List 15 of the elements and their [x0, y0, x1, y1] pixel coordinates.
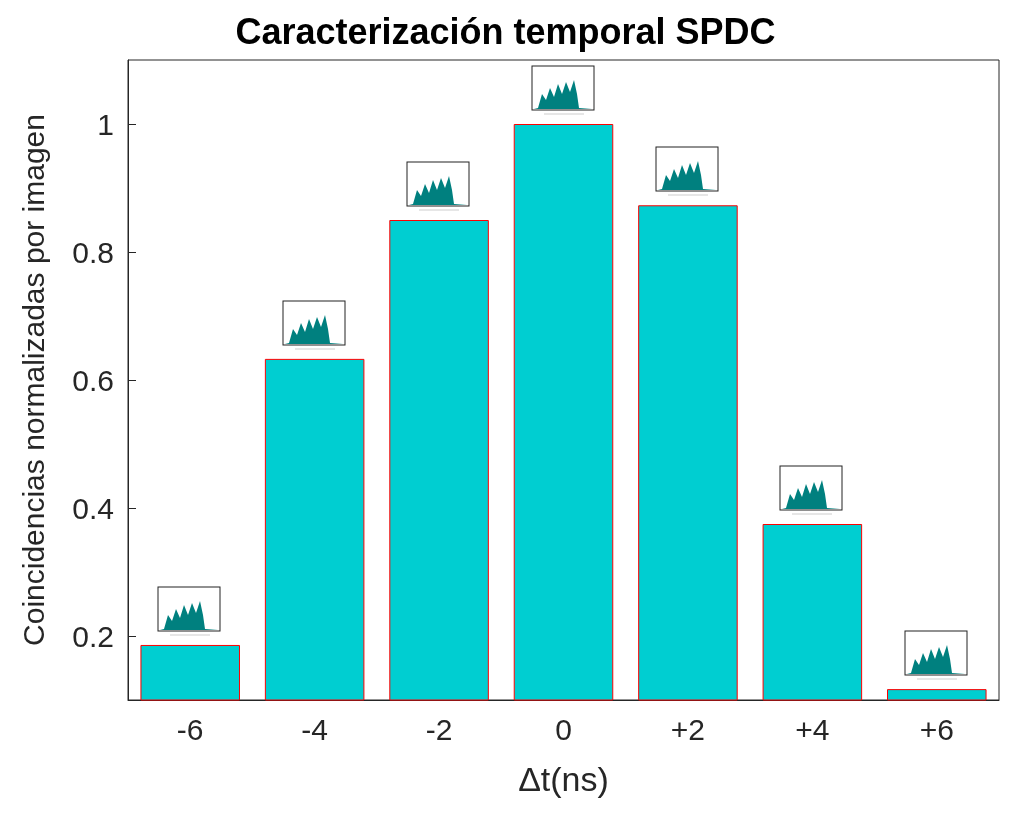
y-axis-title: Coincidencias normalizadas por imagen — [16, 114, 50, 646]
y-tick-label: 0.4 — [72, 491, 114, 525]
x-tick-label: 0 — [555, 712, 572, 746]
x-tick-label: -6 — [176, 712, 204, 746]
x-tick-label: -2 — [425, 712, 453, 746]
y-tick-label: 0.8 — [72, 235, 114, 269]
x-axis-title: Δt(ns) — [518, 760, 609, 798]
y-tick-label: 1 — [97, 107, 114, 141]
x-tick-label: +2 — [670, 712, 706, 746]
x-tick-label: +6 — [919, 712, 954, 746]
x-tick-label: -4 — [301, 712, 328, 746]
chart-title: Caracterización temporal SPDC — [235, 10, 776, 52]
y-tick-label: 0.2 — [72, 619, 114, 653]
x-tick-label: +4 — [795, 712, 830, 746]
y-tick-label: 0.6 — [72, 363, 114, 397]
